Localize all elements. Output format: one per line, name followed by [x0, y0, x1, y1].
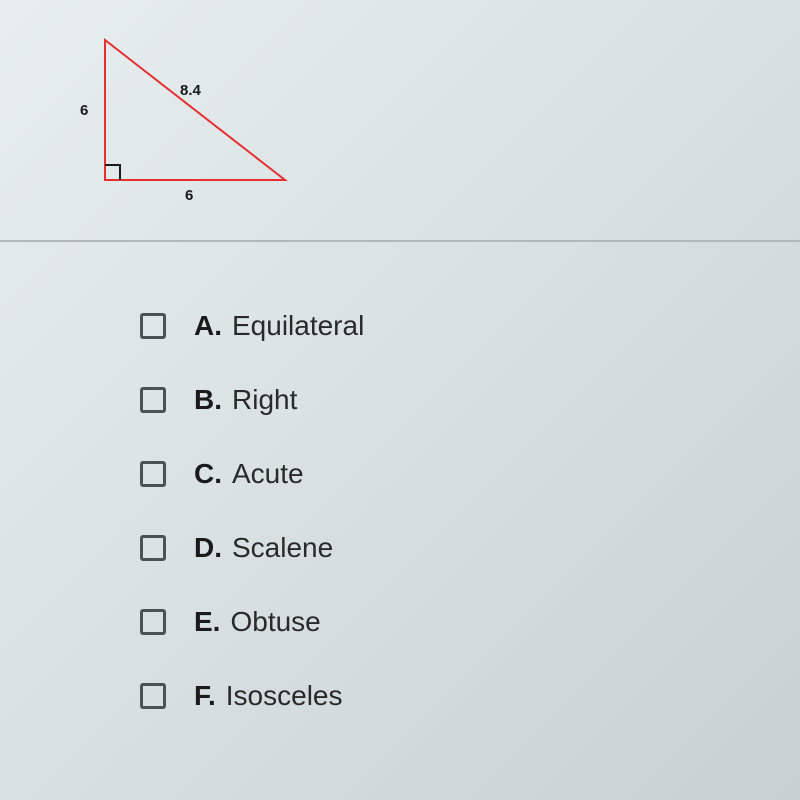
- answer-options: A. Equilateral B. Right C. Acute D. Scal…: [140, 310, 364, 754]
- section-divider: [0, 240, 800, 242]
- side-label-hypotenuse: 8.4: [180, 82, 202, 99]
- triangle-shape: [105, 40, 285, 180]
- option-d: D. Scalene: [140, 532, 364, 564]
- option-text: Isosceles: [226, 680, 343, 712]
- option-text: Right: [232, 384, 297, 416]
- option-letter: C.: [194, 458, 222, 490]
- option-text: Scalene: [232, 532, 333, 564]
- checkbox-f[interactable]: [140, 683, 166, 709]
- option-text: Acute: [232, 458, 304, 490]
- side-label-left: 6: [80, 102, 88, 119]
- option-b: B. Right: [140, 384, 364, 416]
- checkbox-b[interactable]: [140, 387, 166, 413]
- option-c: C. Acute: [140, 458, 364, 490]
- option-letter: A.: [194, 310, 222, 342]
- option-e: E. Obtuse: [140, 606, 364, 638]
- checkbox-a[interactable]: [140, 313, 166, 339]
- triangle-diagram: 6 8.4 6: [30, 20, 310, 220]
- option-a: A. Equilateral: [140, 310, 364, 342]
- option-letter: B.: [194, 384, 222, 416]
- option-letter: E.: [194, 606, 220, 638]
- right-angle-marker: [105, 165, 120, 180]
- option-text: Obtuse: [230, 606, 320, 638]
- option-letter: F.: [194, 680, 216, 712]
- option-f: F. Isosceles: [140, 680, 364, 712]
- checkbox-e[interactable]: [140, 609, 166, 635]
- option-text: Equilateral: [232, 310, 364, 342]
- option-letter: D.: [194, 532, 222, 564]
- checkbox-c[interactable]: [140, 461, 166, 487]
- side-label-bottom: 6: [185, 187, 193, 204]
- triangle-svg: 6 8.4 6: [30, 20, 310, 220]
- checkbox-d[interactable]: [140, 535, 166, 561]
